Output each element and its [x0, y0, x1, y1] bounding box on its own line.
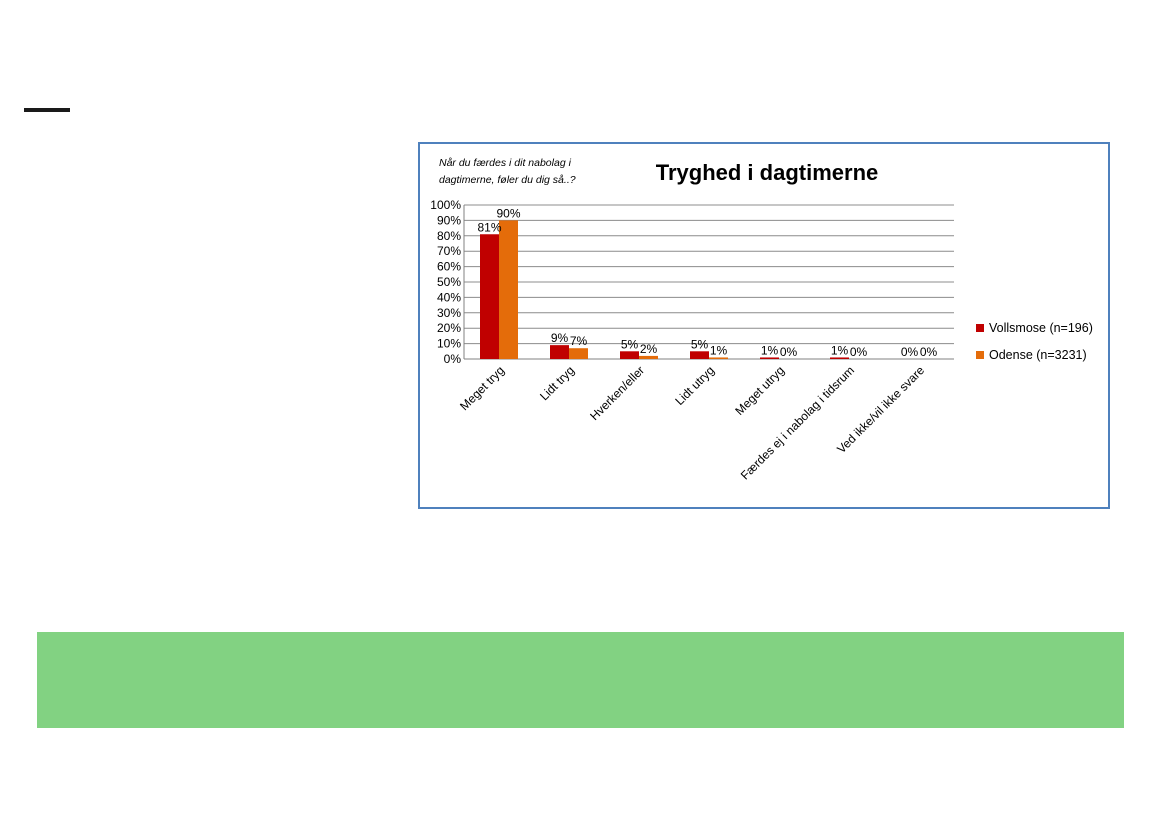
y-tick-label: 50%	[437, 275, 461, 289]
y-tick-label: 20%	[437, 321, 461, 335]
y-tick-label: 0%	[444, 352, 462, 366]
data-label: 1%	[761, 343, 779, 357]
question-line-2: dagtimerne, føler du dig så..?	[439, 174, 576, 186]
legend-swatch	[976, 324, 984, 332]
data-label: 0%	[850, 345, 868, 359]
legend-entry: Odense (n=3231)	[989, 348, 1087, 362]
y-axis-ticks: 0%10% 20%30% 40%50%60% 70%80% 90%100%	[430, 198, 461, 366]
data-label: 2%	[640, 342, 658, 356]
category-label: Lidt utryg	[672, 363, 717, 408]
title-dash	[24, 108, 70, 112]
category-label: Hverken/eller	[587, 363, 647, 423]
legend-swatch	[976, 351, 984, 359]
data-label: 7%	[570, 334, 588, 348]
data-label: 5%	[691, 337, 709, 351]
category-label: Lidt tryg	[537, 363, 577, 403]
data-label: 5%	[621, 337, 639, 351]
y-tick-label: 40%	[437, 290, 461, 304]
bar-chart: Når du færdes i dit nabolag i dagtimerne…	[430, 157, 1093, 483]
data-labels: 81%9% 5% 5% 1% 1% 0%90%7%2% 1% 0% 0% 0%	[477, 206, 937, 359]
data-label: 0%	[920, 345, 938, 359]
bar	[620, 351, 639, 359]
chart-title: Tryghed i dagtimerne	[656, 160, 879, 185]
data-label: 90%	[496, 206, 520, 220]
footer-band	[37, 632, 1124, 728]
bar	[760, 357, 779, 359]
y-tick-label: 80%	[437, 229, 461, 243]
y-tick-label: 60%	[437, 260, 461, 274]
question-line-1: Når du færdes i dit nabolag i	[439, 157, 572, 169]
data-label: 81%	[477, 220, 501, 234]
data-label: 0%	[780, 345, 798, 359]
y-tick-label: 100%	[430, 198, 461, 212]
bar	[690, 351, 709, 359]
data-label: 0%	[901, 345, 919, 359]
data-label: 1%	[710, 343, 728, 357]
category-labels: Meget tryg Lidt tryg Hverken/eller Lidt utr…	[457, 363, 927, 483]
y-tick-label: 30%	[437, 306, 461, 320]
legend-entry: Vollsmose (n=196)	[989, 321, 1093, 335]
category-label: Meget tryg	[457, 363, 507, 413]
bar	[499, 220, 518, 359]
bar	[709, 357, 728, 359]
chart-frame: Når du færdes i dit nabolag i dagtimerne…	[418, 142, 1110, 509]
bar	[830, 357, 849, 359]
gridlines	[463, 204, 954, 360]
legend: Vollsmose (n=196) Odense (n=3231)	[976, 321, 1093, 362]
y-tick-label: 70%	[437, 244, 461, 258]
bar	[569, 348, 588, 359]
data-label: 9%	[551, 331, 569, 345]
y-tick-label: 10%	[437, 337, 461, 351]
bar	[550, 345, 569, 359]
bar	[480, 234, 499, 359]
bar	[639, 355, 658, 359]
category-label: Færdes ej i nabolag i tidsrum	[738, 363, 857, 482]
data-label: 1%	[831, 343, 849, 357]
y-tick-label: 90%	[437, 213, 461, 227]
category-label: Meget utryg	[732, 363, 787, 418]
bars	[480, 220, 849, 359]
